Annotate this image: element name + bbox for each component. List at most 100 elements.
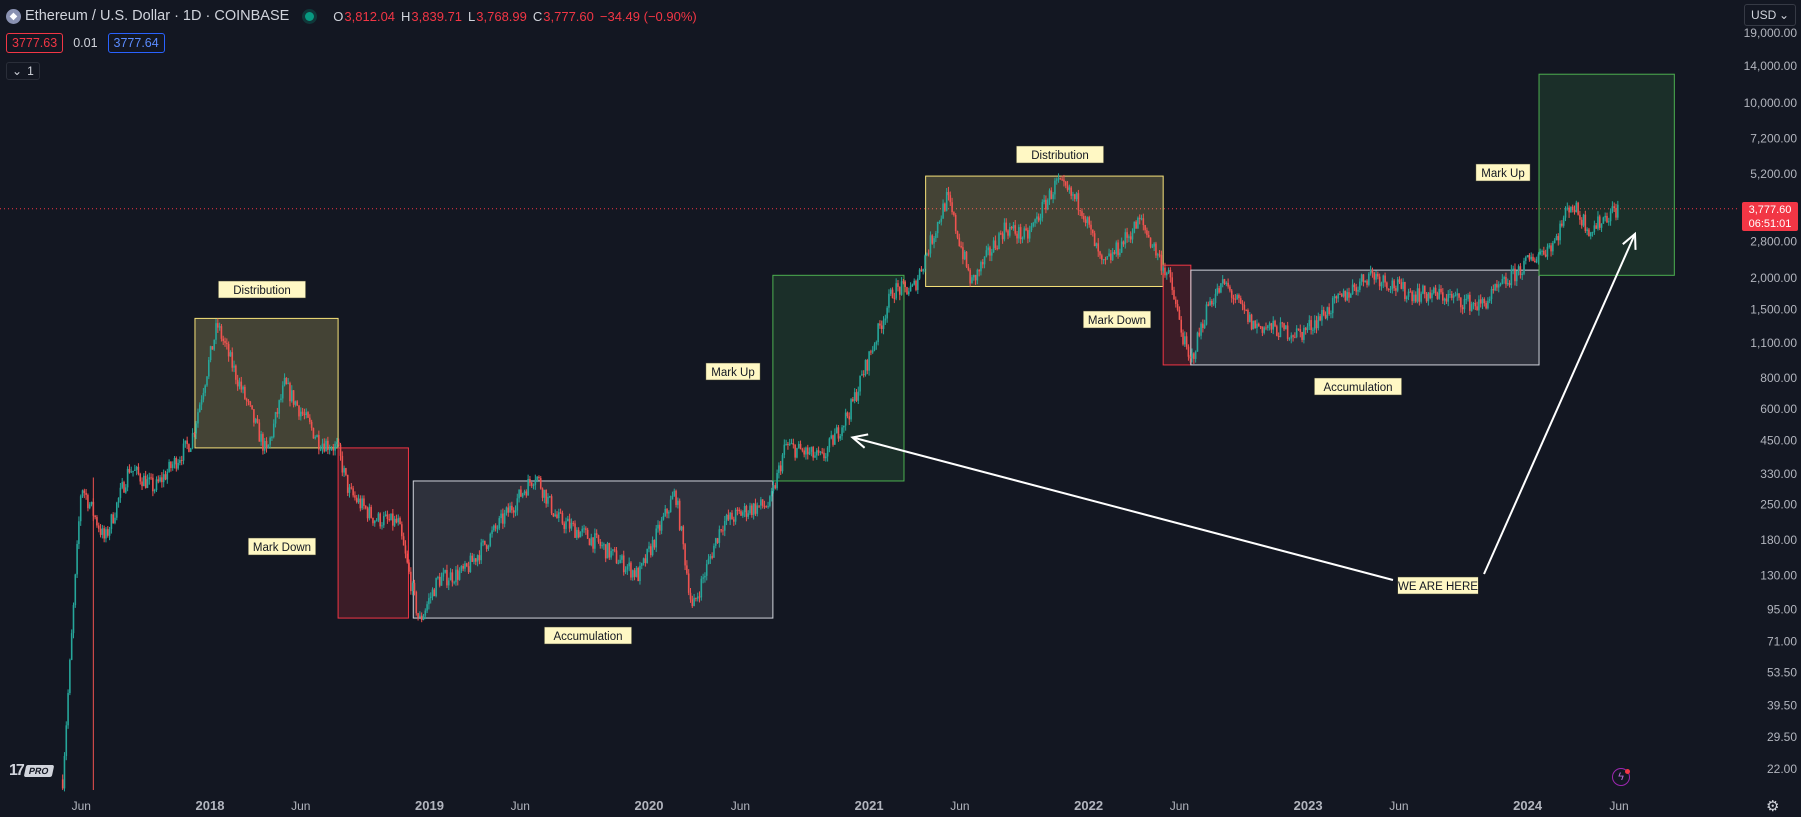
candle-body <box>265 440 268 449</box>
candle-body <box>696 596 699 599</box>
candle-body <box>956 231 959 238</box>
candle-body <box>128 468 131 473</box>
candle-body <box>1575 202 1578 213</box>
candle-body <box>202 392 205 400</box>
candle-body <box>1315 320 1318 329</box>
phase-label-accumulation: Accumulation <box>1314 377 1402 396</box>
candle-body <box>1281 322 1284 324</box>
label-text: Mark Up <box>1481 168 1524 180</box>
indicators-toggle-button[interactable]: ⌄ 1 <box>6 62 40 80</box>
candle-body <box>821 451 823 453</box>
candle-body <box>1272 320 1275 330</box>
candle-body <box>1225 282 1228 284</box>
candle-body <box>810 447 813 452</box>
candle-body <box>1019 227 1022 240</box>
candle-body <box>1411 291 1413 302</box>
sell-button[interactable]: 3777.63 <box>6 33 64 53</box>
candle-body <box>731 512 733 520</box>
candle-body <box>853 392 856 402</box>
pro-badge-icon: PRO <box>23 765 54 777</box>
candle-body <box>141 481 143 487</box>
candle-body <box>1431 293 1433 299</box>
candle-body <box>1342 290 1345 297</box>
candle-body <box>866 360 869 371</box>
settings-gear-icon[interactable]: ⚙ <box>1766 798 1780 815</box>
candle-body <box>1250 314 1253 330</box>
candle-body <box>806 447 809 455</box>
candle-body <box>819 451 822 453</box>
candle-body <box>303 413 306 416</box>
candle-body <box>1348 292 1350 298</box>
candle-body <box>429 596 432 599</box>
candle-body <box>868 351 870 371</box>
candle-body <box>1534 260 1536 263</box>
candle-body <box>327 440 329 450</box>
candle-body <box>1413 294 1415 302</box>
candle-body <box>1043 199 1045 203</box>
candle-body <box>1241 303 1244 305</box>
candle-body <box>99 528 102 535</box>
candle-body <box>586 529 589 539</box>
candle-body <box>978 269 980 272</box>
symbol-title[interactable]: Ethereum / U.S. Dollar · 1D · COINBASE <box>25 8 290 24</box>
candle-body <box>121 482 123 488</box>
candle-body <box>1333 296 1336 299</box>
candle-body <box>530 482 533 486</box>
candle-body <box>507 507 510 513</box>
candle-body <box>1606 215 1608 223</box>
candle-body <box>1167 269 1170 273</box>
candle-body <box>382 516 385 526</box>
candle-body <box>164 474 167 480</box>
candle-body <box>714 538 717 546</box>
candle-body <box>392 513 394 526</box>
candle-body <box>743 506 746 513</box>
candle-body <box>1425 294 1428 302</box>
candle-body <box>830 435 833 439</box>
candle-body <box>893 298 896 300</box>
candle-body <box>1165 272 1168 276</box>
x-tick-label: 2024 <box>1513 798 1543 813</box>
candle-body <box>87 494 89 509</box>
candle-body <box>222 338 225 342</box>
candle-body <box>413 582 416 592</box>
candle-body <box>361 498 363 509</box>
candle-body <box>1530 256 1533 260</box>
candle-body <box>848 416 851 420</box>
candle-body <box>1389 289 1392 291</box>
candle-body <box>301 411 304 414</box>
candle-body <box>1429 292 1431 299</box>
candle-body <box>752 503 755 515</box>
candle-body <box>550 496 553 514</box>
candle-body <box>1366 280 1368 285</box>
lightning-icon[interactable]: ϟ <box>1612 768 1630 786</box>
candle-body <box>491 530 493 534</box>
candle-body <box>1524 257 1527 261</box>
candle-body <box>1120 241 1123 253</box>
candle-body <box>933 238 935 244</box>
label-text: Mark Down <box>253 542 311 554</box>
label-box <box>1475 163 1531 182</box>
buy-button[interactable]: 3777.64 <box>107 33 165 53</box>
candle-body <box>143 475 145 487</box>
candle-body <box>574 523 576 538</box>
candle-body <box>1115 242 1118 254</box>
candle-body <box>1137 217 1139 229</box>
candle-body <box>123 482 125 493</box>
tradingview-logo[interactable]: 17 PRO <box>9 762 54 780</box>
candle-body <box>639 565 641 581</box>
candle-body <box>269 437 271 445</box>
candle-body <box>1443 298 1446 301</box>
candle-body <box>1492 289 1495 291</box>
candle-body <box>1331 298 1334 314</box>
candle-body <box>101 528 104 535</box>
candle-body <box>680 526 683 530</box>
candle-body <box>1445 298 1448 302</box>
candle-body <box>527 479 529 496</box>
currency-select[interactable]: USD ⌄ <box>1744 4 1796 26</box>
candle-body <box>74 574 77 606</box>
candle-body <box>606 542 609 559</box>
candle-body <box>622 555 625 573</box>
market-status-icon[interactable] <box>305 11 315 21</box>
candle-body <box>1579 214 1581 220</box>
